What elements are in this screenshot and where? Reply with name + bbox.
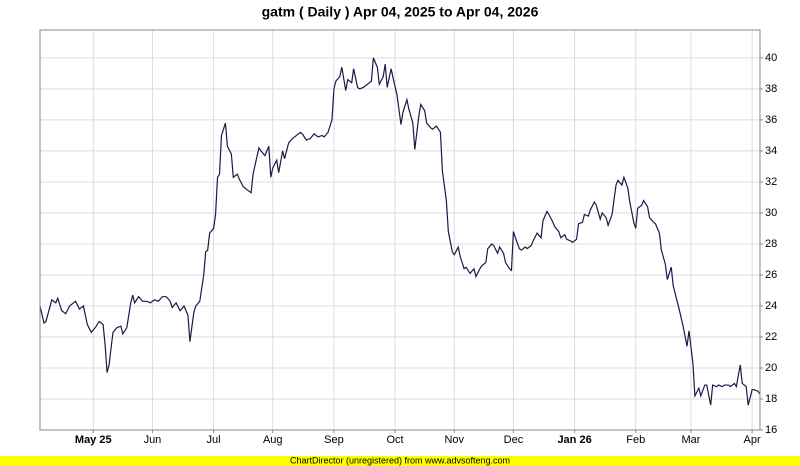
plot-border [39, 29, 761, 431]
y-tick-label: 28 [765, 238, 777, 250]
footer: ChartDirector (unregistered) from www.ad… [290, 455, 510, 465]
x-tick-label: Sep [324, 434, 344, 446]
x-tick-label: Dec [504, 434, 524, 446]
y-tick-label: 36 [765, 114, 777, 126]
chart-title: gatm ( Daily ) Apr 04, 2025 to Apr 04, 2… [262, 4, 539, 20]
y-tick-label: 16 [765, 424, 777, 436]
grid [40, 30, 760, 431]
x-tick-label: Mar [681, 434, 700, 446]
y-tick-label: 18 [765, 393, 777, 405]
x-tick-label: Jan 26 [557, 434, 591, 446]
y-tick-label: 26 [765, 269, 777, 281]
y-tick-label: 38 [765, 83, 777, 95]
x-tick-label: Aug [263, 434, 283, 446]
y-tick-label: 32 [765, 176, 777, 188]
x-tick-label: Jun [144, 434, 162, 446]
y-tick-label: 24 [765, 300, 777, 312]
series [39, 57, 761, 406]
y-tick-label: 34 [765, 145, 777, 157]
x-tick-label: Apr [744, 434, 761, 446]
price-line [39, 57, 761, 406]
footer-bar [0, 456, 800, 466]
x-tick-label: Oct [387, 434, 404, 446]
y-tick-label: 20 [765, 362, 777, 374]
x-tick-label: May 25 [75, 434, 112, 446]
x-tick-label: Feb [626, 434, 645, 446]
x-tick-label: Jul [207, 434, 221, 446]
y-tick-label: 40 [765, 52, 777, 64]
x-tick-label: Nov [444, 434, 464, 446]
y-tick-label: 22 [765, 331, 777, 343]
y-tick-label: 30 [765, 207, 777, 219]
plot-area [40, 30, 760, 430]
